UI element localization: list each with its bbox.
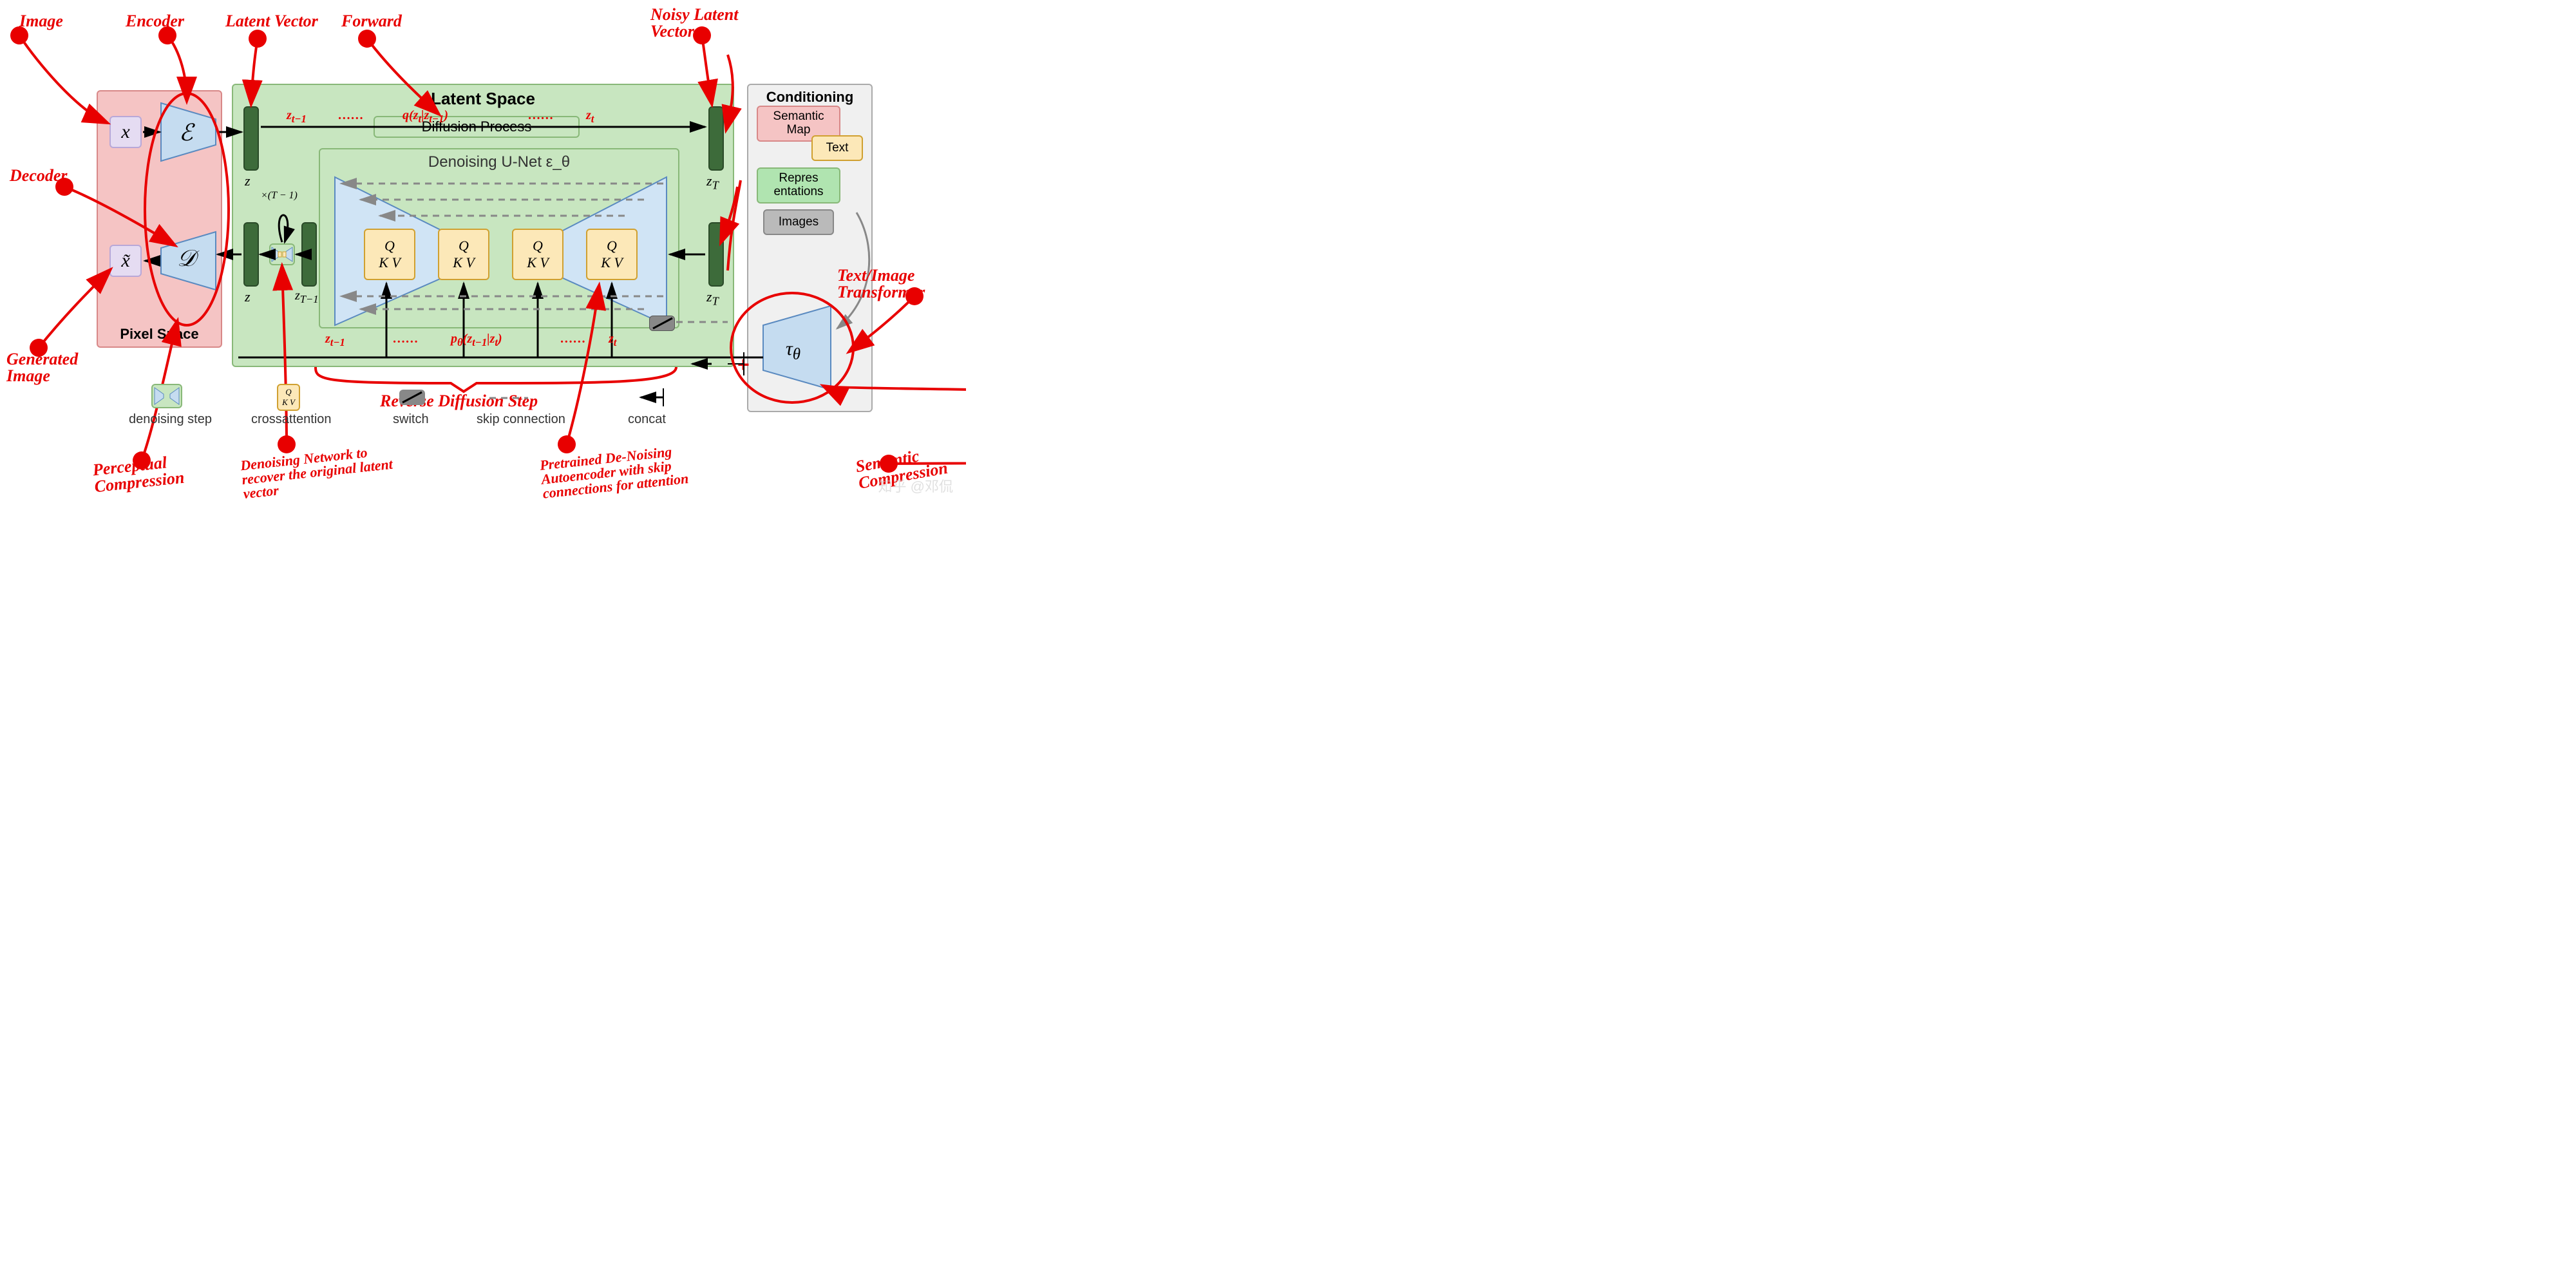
- ann-generated-image: Generated Image: [6, 351, 78, 384]
- kv-label-4: K V: [601, 254, 623, 271]
- ann-encoder: Encoder: [126, 12, 184, 31]
- q-label-2: Q: [459, 238, 469, 254]
- ann-pretrained-denoising: Pretrained De-Noising Autoencoder with s…: [539, 443, 689, 500]
- diagram-container: Pixel Space x x̃ Latent Space Diffusion …: [0, 0, 966, 515]
- legend-skip-label: skip connection: [477, 412, 565, 427]
- watermark: 知乎 @邓侃: [878, 475, 953, 496]
- z-vector-left-top: [243, 106, 259, 171]
- conditioning-title: Conditioning: [748, 89, 871, 106]
- legend-unet-icon: [153, 386, 180, 406]
- tau-theta-label: τθ: [786, 338, 800, 364]
- concat-plus-icon: +: [737, 353, 750, 377]
- zt-vector-right-bottom: [708, 222, 724, 287]
- mini-denoising-step: [269, 243, 295, 265]
- zt1-vector: [301, 222, 317, 287]
- legend-crossatt-label: crossattention: [251, 412, 332, 427]
- legend-concat-icon: [625, 386, 670, 408]
- dots-top-1: ……: [338, 108, 364, 123]
- mini-unet-icon: [270, 246, 294, 263]
- zt1-label: zT−1: [295, 289, 319, 306]
- decoder-symbol: 𝒟: [177, 245, 196, 272]
- q-label-3: Q: [533, 238, 543, 254]
- zt-vector-right-top: [708, 106, 724, 171]
- ann-denoising-network: Denoising Network to recover the origina…: [240, 443, 395, 501]
- encoder-symbol: ℰ: [179, 119, 193, 146]
- q-zt-math: q(zt|zt−1): [402, 108, 448, 126]
- kv-label-3: K V: [527, 254, 549, 271]
- x-symbol: x: [121, 121, 129, 143]
- latent-space-title: Latent Space: [233, 89, 733, 109]
- p-theta-math: pθ(zt−1|zt): [451, 332, 502, 349]
- zt-label-right-bottom: zT: [706, 289, 719, 308]
- ann-noisy-latent-vector: Noisy Latent Vector: [650, 6, 739, 40]
- qkv-box-4: Q K V: [586, 229, 638, 280]
- z-label-left-bottom: z: [245, 289, 251, 305]
- cond-text: Text: [811, 135, 863, 161]
- ann-latent-vector: Latent Vector: [225, 12, 318, 31]
- ann-perceptual-compression: Perceptual Compression: [92, 453, 185, 495]
- q-label-4: Q: [607, 238, 617, 254]
- pixel-space-title: Pixel Space: [98, 326, 221, 343]
- legend-denoising-icon: [151, 384, 182, 408]
- legend-switch-label: switch: [393, 412, 429, 427]
- x-tilde-symbol: x̃: [121, 250, 129, 272]
- x-input-box: x: [109, 116, 142, 148]
- times-t1-label: ×(T − 1): [261, 190, 298, 202]
- legend-crossatt-icon: Q K V: [277, 384, 300, 411]
- switch-icon: [650, 316, 674, 331]
- denoising-unet-title: Denoising U-Net ε_θ: [320, 153, 678, 171]
- zt1-top-math: zt−1: [287, 108, 307, 126]
- ann-decoder: Decoder: [10, 166, 68, 185]
- kv-label-1: K V: [379, 254, 401, 271]
- ann-forward: Forward: [341, 12, 402, 31]
- x-tilde-output-box: x̃: [109, 245, 142, 277]
- dots-bottom-1: ……: [393, 332, 419, 346]
- dots-bottom-2: ……: [560, 332, 586, 346]
- cond-images: Images: [763, 209, 834, 235]
- switch-box: [649, 316, 675, 331]
- zt1-bottom-math: zt−1: [325, 332, 345, 349]
- legend-concat-label: concat: [628, 412, 666, 427]
- ann-text-image-transformer: Text/Image Transformer: [837, 267, 925, 301]
- dots-top-2: ……: [528, 108, 554, 123]
- z-vector-left-bottom: [243, 222, 259, 287]
- zt-label-right-top: zT: [706, 173, 719, 192]
- z-label-left-top: z: [245, 173, 251, 189]
- qkv-box-3: Q K V: [512, 229, 564, 280]
- zt-bottom-math: zt: [609, 332, 616, 349]
- legend-switch-icon: [399, 390, 425, 405]
- ann-image: Image: [19, 12, 63, 31]
- qkv-box-1: Q K V: [364, 229, 415, 280]
- legend-skip-icon: [489, 394, 535, 402]
- legend-switch-svg: [399, 390, 425, 405]
- zt-top-math: zt: [586, 108, 594, 126]
- legend-denoising-label: denoising step: [129, 412, 212, 427]
- qkv-box-2: Q K V: [438, 229, 489, 280]
- cond-representations: Repres entations: [757, 167, 840, 204]
- q-label-1: Q: [384, 238, 395, 254]
- kv-label-2: K V: [453, 254, 475, 271]
